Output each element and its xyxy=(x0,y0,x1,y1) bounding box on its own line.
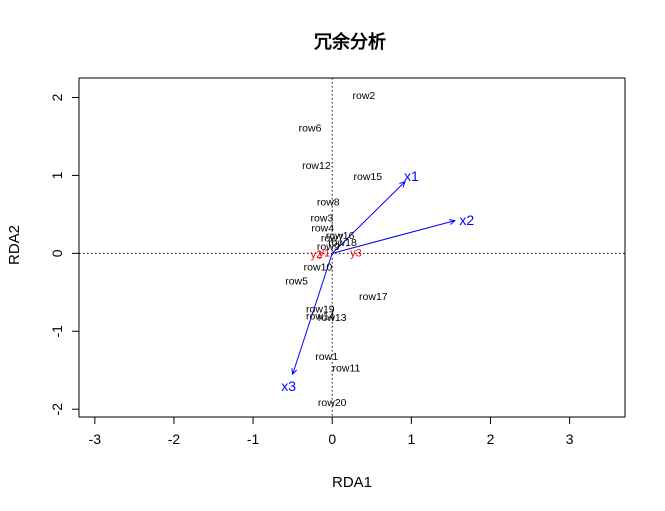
arrowhead-icon xyxy=(291,368,298,376)
y-tick-label: -2 xyxy=(49,403,65,416)
site-label-row1: row1 xyxy=(315,351,338,363)
response-label-y3: y3 xyxy=(350,247,362,259)
y-tick-label: 1 xyxy=(49,171,65,179)
x-tick-label: 1 xyxy=(407,431,415,447)
site-label-row11: row11 xyxy=(333,363,361,375)
y-axis-label: RDA2 xyxy=(6,225,23,265)
site-label-row20: row20 xyxy=(318,397,347,409)
y-tick-label: 2 xyxy=(49,93,65,101)
response-label-y1: y1 xyxy=(318,247,330,259)
env-vector-x3 xyxy=(292,253,333,375)
site-labels: row2row6row12row15row8row3row4row16row7r… xyxy=(285,90,388,409)
site-label-row6: row6 xyxy=(299,123,322,135)
x-tick-label: -3 xyxy=(89,431,102,447)
env-label-x3: x3 xyxy=(281,378,296,394)
site-label-row15: row15 xyxy=(354,171,383,183)
site-label-row14: row14 xyxy=(306,310,335,322)
site-label-row13: row13 xyxy=(318,312,347,324)
site-label-row9: row9 xyxy=(317,241,340,253)
env-vector-x2 xyxy=(332,220,455,254)
x-tick-label: 2 xyxy=(487,431,495,447)
arrowhead-icon xyxy=(448,218,456,225)
arrowhead-icon xyxy=(399,180,406,188)
site-label-row8: row8 xyxy=(317,197,340,209)
zero-reference-lines xyxy=(79,78,625,417)
x-tick-label: 0 xyxy=(328,431,336,447)
x-axis-label: RDA1 xyxy=(332,474,372,491)
response-label-y2: y2 xyxy=(311,249,323,261)
env-label-x2: x2 xyxy=(459,212,474,228)
plot-frame xyxy=(78,77,626,418)
site-label-row5: row5 xyxy=(285,275,308,287)
y-axis: -2 -1 0 1 2 xyxy=(49,93,79,415)
env-label-x1: x1 xyxy=(404,168,419,184)
x-tick-label: -1 xyxy=(247,431,260,447)
x-tick-label: -2 xyxy=(168,431,181,447)
site-label-row2: row2 xyxy=(352,90,375,102)
x-tick-label: 3 xyxy=(566,431,574,447)
site-label-row12: row12 xyxy=(302,160,331,172)
environment-vectors: x1 x2 x3 xyxy=(281,168,474,394)
x-axis: -3 -2 -1 0 1 2 3 xyxy=(89,417,574,447)
site-label-row16: row16 xyxy=(326,230,355,242)
site-label-row17: row17 xyxy=(359,291,388,303)
y-tick-label: 0 xyxy=(49,249,65,257)
site-label-row19: row19 xyxy=(306,303,335,315)
site-label-row18: row18 xyxy=(328,237,357,249)
site-label-row7: row7 xyxy=(321,233,344,245)
chart-title: 冗余分析 xyxy=(314,31,386,53)
site-label-row10: row10 xyxy=(304,261,333,273)
site-label-row4: row4 xyxy=(311,222,334,234)
env-vector-x1 xyxy=(331,181,406,254)
site-label-row3: row3 xyxy=(311,212,334,224)
y-tick-label: -1 xyxy=(49,325,65,338)
